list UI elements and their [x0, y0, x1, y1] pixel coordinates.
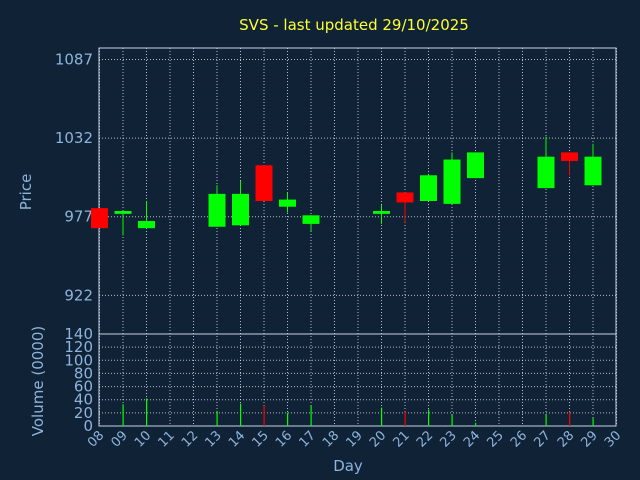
volume-bar [451, 414, 453, 426]
candle-body [396, 192, 414, 203]
day-tick-label: 29 [579, 428, 601, 450]
volume-tick-label: 40 [74, 391, 93, 409]
price-tick-label: 1032 [55, 129, 93, 147]
day-axis: 08 09 10 11 12 13 14 15 16 17 18 19 20 21 22 23 24 25 26 27… [85, 428, 624, 450]
candle-body [537, 156, 555, 189]
volume-tick-label: 20 [74, 404, 93, 422]
price-tick-label: 922 [64, 286, 93, 304]
day-tick-label: 21 [391, 428, 413, 450]
volume-panel-frame [98, 333, 617, 427]
volume-tick-label: 120 [64, 338, 93, 356]
volume-bar [240, 403, 242, 426]
candle-body [232, 193, 249, 226]
volume-grid [99, 333, 616, 427]
volume-bar [216, 410, 218, 426]
volume-bar [310, 405, 312, 426]
candle-body [279, 199, 296, 207]
day-tick-label: 28 [555, 428, 577, 450]
price-axis-label: Price [17, 174, 35, 211]
day-tick-label: 20 [367, 428, 389, 450]
volume-bar [475, 422, 477, 426]
volume-series [122, 398, 594, 426]
day-tick-label: 27 [532, 428, 554, 450]
volume-bar [263, 405, 265, 426]
candle-body [302, 215, 320, 224]
volume-bar [381, 407, 383, 426]
candle-body [467, 152, 484, 179]
day-tick-label: 30 [602, 428, 624, 450]
volume-bar [569, 411, 571, 426]
day-tick-label: 23 [438, 428, 460, 450]
day-tick-label: 13 [203, 428, 225, 450]
candle-body [114, 211, 132, 214]
day-tick-label: 17 [297, 428, 319, 450]
volume-tick-label: 140 [64, 325, 93, 343]
volume-tick-label: 60 [74, 378, 93, 396]
day-tick-label: 19 [344, 428, 366, 450]
day-tick-label: 15 [250, 428, 272, 450]
volume-bar [122, 404, 124, 426]
day-tick-label: 18 [320, 428, 342, 450]
price-tick-label: 977 [64, 208, 93, 226]
candle-body [208, 193, 226, 227]
volume-tick-label: 0 [83, 417, 93, 435]
day-tick-label: 24 [461, 428, 483, 450]
day-tick-label: 09 [109, 428, 131, 450]
volume-bar [545, 414, 547, 426]
price-axis: 922 977 1032 1087 [55, 50, 93, 304]
day-axis-label: Day [333, 457, 363, 475]
candle-body [373, 211, 390, 214]
volume-bar [287, 412, 289, 426]
day-tick-label: 22 [414, 428, 436, 450]
candle-body [561, 152, 578, 161]
price-tick-label: 1087 [55, 50, 93, 68]
chart-title: SVS - last updated 29/10/2025 [239, 16, 469, 34]
day-tick-label: 12 [179, 428, 201, 450]
day-tick-label: 26 [508, 428, 530, 450]
candle-body [255, 165, 273, 202]
candle-body [584, 156, 602, 186]
volume-bar [428, 409, 430, 426]
candlestick-series [91, 136, 602, 236]
volume-bar [404, 411, 406, 426]
day-tick-label: 14 [226, 428, 248, 450]
volume-bar [146, 398, 148, 426]
candle-body [138, 221, 155, 229]
price-grid [99, 48, 617, 426]
volume-tick-label: 80 [74, 364, 93, 382]
volume-bar [592, 418, 594, 426]
candle-body [443, 159, 461, 204]
volume-axis-label: Volume (0000) [29, 326, 47, 436]
day-tick-label: 10 [132, 428, 154, 450]
candle-body [420, 175, 437, 202]
volume-tick-label: 100 [64, 351, 93, 369]
day-tick-label: 25 [485, 428, 507, 450]
candle-body [91, 208, 108, 229]
day-tick-label: 16 [273, 428, 295, 450]
day-tick-label: 11 [156, 428, 178, 450]
